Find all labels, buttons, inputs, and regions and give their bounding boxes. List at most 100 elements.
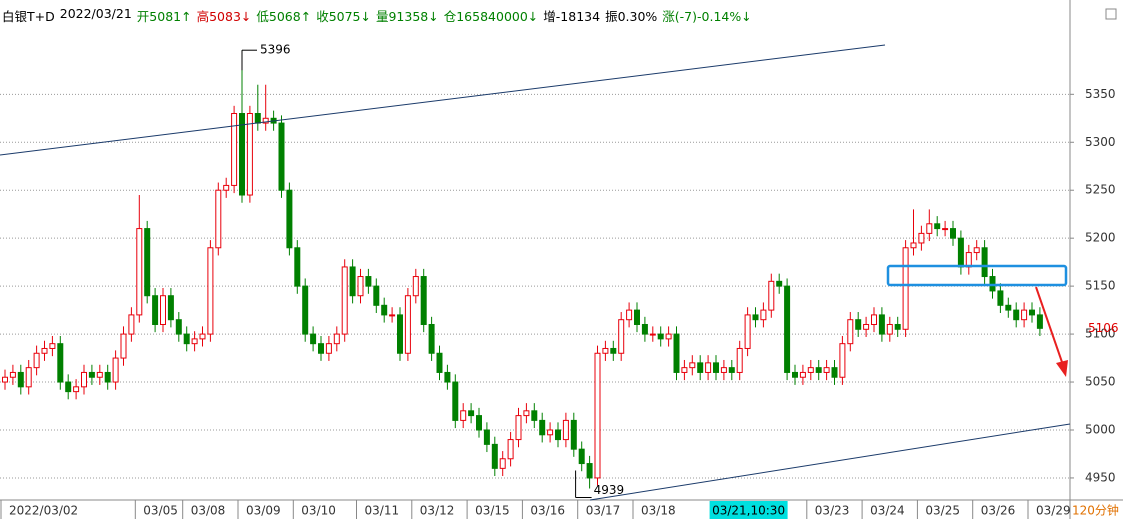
candle-body bbox=[799, 371, 806, 378]
candle-body bbox=[531, 410, 538, 421]
y-tick-label: 4950 bbox=[1085, 470, 1116, 484]
candle-body bbox=[41, 347, 48, 354]
candle-body bbox=[641, 323, 648, 335]
candle-body bbox=[570, 419, 577, 450]
candle-body bbox=[294, 247, 301, 287]
candle-body bbox=[562, 419, 569, 441]
period-label: 120分钟 bbox=[1072, 503, 1119, 518]
candle-body bbox=[120, 333, 127, 359]
candle-body bbox=[1013, 309, 1020, 321]
x-tick-label: 03/29 bbox=[1036, 504, 1071, 518]
candle-body bbox=[697, 362, 704, 373]
candle-body bbox=[278, 122, 285, 191]
candle-body bbox=[752, 314, 759, 321]
candle-body bbox=[223, 184, 230, 191]
candle-body bbox=[760, 309, 767, 321]
x-tick-label: 03/11 bbox=[365, 504, 400, 518]
max-label: 5396 bbox=[260, 43, 291, 57]
candle-body bbox=[594, 352, 601, 479]
x-tick-label: 03/18 bbox=[641, 504, 676, 518]
header-stat: 量91358↓ bbox=[375, 9, 439, 24]
candle-body bbox=[634, 309, 640, 325]
candle-body bbox=[515, 415, 522, 441]
candle-body bbox=[720, 367, 727, 373]
candle-body bbox=[365, 276, 372, 287]
candle-body bbox=[894, 323, 901, 330]
x-tick-label: 03/15 bbox=[475, 504, 510, 518]
candle-body bbox=[823, 367, 830, 373]
candle-body bbox=[310, 333, 317, 345]
candle-body bbox=[1036, 314, 1043, 329]
candle-body bbox=[144, 228, 151, 297]
candle-body bbox=[776, 280, 783, 287]
candle-body bbox=[792, 371, 798, 378]
candle-body bbox=[610, 347, 617, 354]
candle-body bbox=[957, 237, 964, 268]
candle-body bbox=[626, 309, 633, 321]
candle-body bbox=[207, 247, 214, 335]
candle-body bbox=[886, 323, 893, 335]
candle-body bbox=[33, 352, 40, 369]
candle-body bbox=[523, 410, 530, 417]
candle-body bbox=[744, 314, 751, 349]
candle-body bbox=[491, 443, 498, 469]
candle-body bbox=[547, 429, 554, 436]
min-label: 4939 bbox=[594, 483, 625, 497]
candle-body bbox=[404, 295, 411, 354]
candle-body bbox=[871, 314, 877, 325]
header-date: 2022/03/21 bbox=[59, 6, 132, 21]
x-tick-label: 03/23 bbox=[815, 504, 850, 518]
candle-body bbox=[673, 333, 680, 373]
header-stat: 开5081↑ bbox=[136, 9, 192, 24]
candle-body bbox=[191, 338, 198, 345]
candle-body bbox=[81, 371, 87, 388]
candle-body bbox=[950, 228, 956, 239]
candle-body bbox=[239, 112, 245, 196]
candle-body bbox=[254, 112, 261, 124]
candle-body bbox=[602, 347, 609, 354]
candle-body bbox=[17, 371, 24, 388]
candle-body bbox=[839, 343, 846, 378]
candle-body bbox=[333, 333, 340, 345]
candle-body bbox=[499, 458, 506, 469]
arrow-shaft bbox=[1035, 286, 1064, 366]
candle-body bbox=[539, 419, 546, 436]
y-tick-label: 5100 bbox=[1085, 327, 1116, 341]
x-tick-label: 03/17 bbox=[586, 504, 621, 518]
candle-body bbox=[713, 362, 719, 373]
settings-box[interactable] bbox=[1105, 8, 1117, 20]
candle-body bbox=[325, 343, 332, 354]
candle-body bbox=[412, 276, 419, 297]
x-tick-label: 03/26 bbox=[981, 504, 1016, 518]
candle-body bbox=[112, 357, 119, 383]
y-tick-label: 5250 bbox=[1085, 183, 1116, 197]
candle-body bbox=[681, 367, 688, 373]
candle-body bbox=[483, 429, 490, 445]
candle-body bbox=[555, 429, 561, 441]
candle-body bbox=[665, 333, 672, 340]
candle-body bbox=[973, 247, 980, 254]
candle-body bbox=[578, 448, 585, 465]
candle-body bbox=[468, 410, 475, 417]
candle-body bbox=[381, 304, 388, 316]
x-tick-label: 03/24 bbox=[870, 504, 905, 518]
y-tick-label: 5000 bbox=[1085, 422, 1116, 436]
x-tick-label: 03/08 bbox=[191, 504, 226, 518]
candle-body bbox=[436, 352, 443, 373]
candle-body bbox=[902, 247, 909, 330]
x-tick-label: 03/05 bbox=[143, 504, 178, 518]
candle-body bbox=[397, 314, 403, 354]
candle-body bbox=[815, 367, 822, 373]
last-price-label: 5106 bbox=[1088, 321, 1119, 335]
candle-body bbox=[349, 266, 356, 297]
candle-body bbox=[357, 276, 364, 297]
candle-body bbox=[926, 223, 933, 234]
candle-body bbox=[847, 319, 854, 345]
candle-body bbox=[934, 223, 941, 230]
candle-body bbox=[262, 117, 269, 124]
candle-body bbox=[452, 381, 459, 421]
candle-body bbox=[389, 314, 396, 317]
header-stat: 仓165840000↓ bbox=[443, 9, 539, 24]
